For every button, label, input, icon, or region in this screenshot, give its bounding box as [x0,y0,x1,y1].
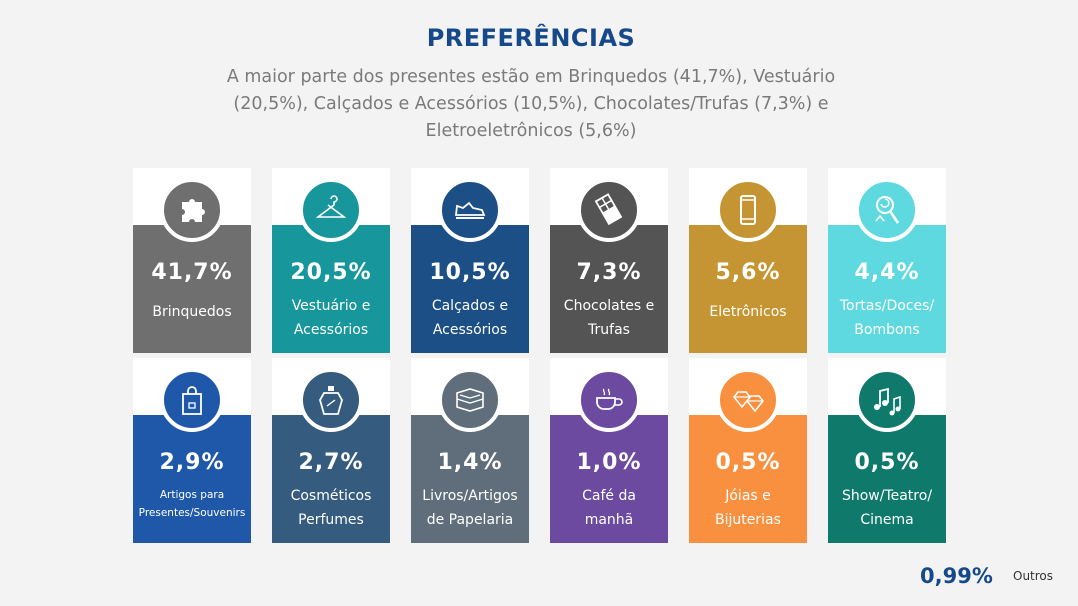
card-label-line1: Tortas/Doces/ [839,298,935,314]
candy-icon [855,178,919,242]
card-label: Livros/Artigos de Papelaria [413,484,527,532]
card-label-line2: Acessórios [293,322,369,338]
perfume-icon [299,368,363,432]
card-body [133,415,251,543]
card-body [689,225,807,353]
card-label-line1: Eletrônicos [709,304,787,320]
category-card: 2,7% Cosméticos Perfumes [272,358,390,543]
card-label-line1: Café da [582,488,636,504]
card-percentage: 7,3% [576,260,642,285]
others-label: Outros [1013,569,1054,583]
card-label-line1: Show/Teatro/ [841,488,933,504]
card-label-line1: Cosméticos [290,488,372,504]
card-percentage: 41,7% [151,260,233,285]
card-label: Calçados e Acessórios [413,294,527,342]
category-card: 5,6% Eletrônicos [689,168,807,353]
card-percentage: 4,4% [854,260,920,285]
category-card: 41,7% Brinquedos [133,168,251,353]
card-label: Eletrônicos [691,300,805,324]
category-card: 1,0% Café da manhã [550,358,668,543]
card-label: Chocolates e Trufas [552,294,666,342]
card-label-line1: Livros/Artigos [422,488,518,504]
category-card: 2,9% Artigos para Presentes/Souvenirs [133,358,251,543]
card-percentage: 0,5% [854,450,920,475]
card-percentage: 2,9% [159,450,225,475]
card-percentage: 0,5% [715,450,781,475]
others-value: 0,99% [920,564,993,588]
card-label-line2: Trufas [588,322,630,338]
card-label-line2: de Papelaria [426,512,514,528]
card-label-line2: manhã [584,512,634,528]
page-title: PREFERÊNCIAS [426,24,636,52]
books-icon [438,368,502,432]
card-percentage: 10,5% [429,260,511,285]
chocolate-icon [577,178,641,242]
card-label: Café da manhã [552,484,666,532]
card-percentage: 1,4% [437,450,503,475]
card-label-line1: Vestuário e [291,298,371,314]
music-notes-icon [855,368,919,432]
card-body [411,225,529,353]
card-body [828,225,946,353]
hanger-icon [299,178,363,242]
card-percentage: 5,6% [715,260,781,285]
card-label-line1: Calçados e [431,298,509,314]
card-label-line1: Chocolates e [563,298,655,314]
card-percentage: 2,7% [298,450,364,475]
card-body [828,415,946,543]
card-body [272,415,390,543]
card-label-line2: Acessórios [432,322,508,338]
card-label: Artigos para Presentes/Souvenirs [135,486,249,522]
card-body [133,225,251,353]
card-label: Show/Teatro/Cinema [830,484,944,532]
category-card: 0,5% Jóias e Bijuterias [689,358,807,543]
breakfast-icon [577,368,641,432]
puzzle-icon [160,178,224,242]
card-label: Cosméticos Perfumes [274,484,388,532]
card-body [550,415,668,543]
card-body [411,415,529,543]
card-label-line1: Brinquedos [152,304,232,320]
card-label-line1: Artigos para [159,489,225,501]
category-card: 20,5% Vestuário e Acessórios [272,168,390,353]
card-percentage: 1,0% [576,450,642,475]
card-label-line2: Bombons [854,322,920,338]
card-label-line2: Bijuterias [715,512,781,528]
card-label: Brinquedos [135,300,249,324]
category-card: 10,5% Calçados e Acessórios [411,168,529,353]
category-card: 0,5% Show/Teatro/Cinema [828,358,946,543]
category-card: 7,3% Chocolates e Trufas [550,168,668,353]
card-label-line2: Presentes/Souvenirs [138,507,246,519]
card-label: Jóias e Bijuterias [691,484,805,532]
sneaker-icon [438,178,502,242]
phone-icon [716,178,780,242]
card-body [550,225,668,353]
diamond-icon [716,368,780,432]
card-label-line2: Cinema [860,512,914,528]
card-label: Tortas/Doces/Bombons [830,294,944,342]
card-label-line1: Jóias e [725,488,771,504]
card-body [272,225,390,353]
card-body [689,415,807,543]
shopping-bag-icon [160,368,224,432]
card-label: Vestuário e Acessórios [274,294,388,342]
card-percentage: 20,5% [290,260,372,285]
card-label-line2: Perfumes [298,512,364,528]
category-card: 4,4% Tortas/Doces/Bombons [828,168,946,353]
page-subtitle: A maior parte dos presentes estão em Bri… [226,67,836,141]
category-card: 1,4% Livros/Artigos de Papelaria [411,358,529,543]
